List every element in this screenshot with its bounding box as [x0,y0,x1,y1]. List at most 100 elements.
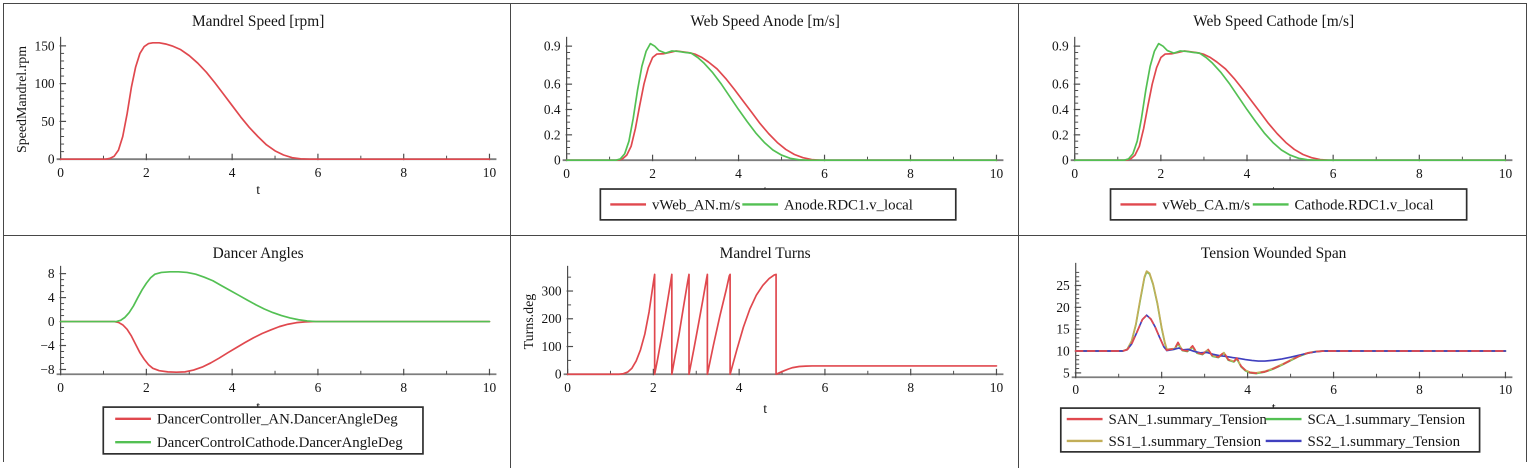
x-tick-label: 4 [1243,166,1250,181]
legend-box [1059,407,1481,453]
y-tick-label: 0.4 [1052,102,1069,117]
y-tick-label: 0.2 [544,127,561,142]
y-tick-label: 0.4 [544,102,561,117]
x-tick-label: 2 [143,165,150,180]
x-tick-label: 6 [315,380,322,395]
x-axis-label: t [256,183,260,198]
chart-title: Web Speed Cathode [m/s] [1193,13,1354,30]
x-tick-label: 0 [57,165,64,180]
x-tick-label: 6 [822,166,829,181]
y-tick-label: 0 [48,152,55,167]
x-tick-label: 6 [822,380,829,395]
y-tick-label: 10 [1056,343,1070,358]
x-tick-label: 10 [990,166,1004,181]
x-tick-label: 4 [736,166,743,181]
chart-title: Mandrel Turns [720,245,811,262]
series-SAN_1.summary_Tension [1074,314,1506,374]
series-SpeedMandrel.rpm [59,41,491,161]
x-tick-label: 10 [990,380,1004,395]
y-tick-label: 0.2 [1052,127,1069,142]
y-tick-label: 0.9 [1052,39,1069,54]
x-tick-label: 10 [483,165,497,180]
legend-label: SAN_1.summary_Tension [1108,412,1267,428]
x-tick-label: 4 [229,380,236,395]
y-tick-label: 0.6 [544,77,561,92]
series-Cathode.RDC1.v_local [1073,42,1506,162]
legend-label: vWeb_AN.m/s [652,197,741,213]
x-tick-label: 8 [1416,382,1423,397]
y-tick-label: 8 [48,266,55,281]
legend-box [599,188,957,221]
x-tick-label: 8 [1416,166,1423,181]
x-tick-label: 2 [143,380,150,395]
y-tick-label: 200 [542,311,562,326]
x-axis-label: t [764,402,768,417]
x-tick-label: 4 [736,380,743,395]
y-tick-label: 300 [542,283,562,298]
y-tick-label: 4 [48,290,55,305]
y-tick-label: 100 [542,339,562,354]
y-tick-label: 0 [48,314,55,329]
series-vWeb_AN.m/s [566,50,998,162]
series-vWeb_CA.m/s [1073,50,1506,162]
x-tick-label: 0 [1072,382,1079,397]
cell-web-speed-cathode: 0 2 4 6 8 10 0 0.2 0.4 0.6 0.9 Web Speed Cathode [m… [1018,4,1526,236]
cell-mandrel-turns: 0 2 4 6 8 10 0 100 200 300 Mandrel Turns Turns.deg t [511,235,1019,468]
series-DancerControlCathode.DancerAngleDeg [59,270,491,323]
cell-mandrel-speed: 0 2 4 6 8 10 0 50 100 150 Mandrel Speed [rpm] Speed… [4,4,512,236]
legend-label: SS2_1.summary_Tension [1307,434,1460,450]
y-axis-label: Turns.deg [522,294,537,350]
y-tick-label: 0 [554,153,561,168]
x-tick-label: 10 [483,380,497,395]
x-tick-label: 4 [1244,382,1251,397]
y-tick-label: 15 [1056,321,1070,336]
y-tick-label: 0 [1062,153,1069,168]
x-tick-label: 2 [650,166,657,181]
x-tick-label: 2 [1158,382,1165,397]
series-DancerController_AN.DancerAngleDeg [59,320,491,373]
y-tick-label: 25 [1056,278,1070,293]
x-tick-label: 4 [229,165,236,180]
x-tick-label: 2 [650,380,657,395]
x-tick-label: 8 [400,165,407,180]
panel-web-speed-anode: 0 2 4 6 8 10 0 0.2 0.4 0.6 0.9 Web Speed Anode [m/s… [544,13,1004,221]
legend-label: DancerController_AN.DancerAngleDeg [157,412,398,428]
y-axis-label: SpeedMandrel.rpm [15,46,30,153]
series-SS2_1.summary_Tension [1074,314,1506,362]
chart-title: Web Speed Anode [m/s] [691,13,841,30]
x-tick-label: 10 [1498,166,1512,181]
chart-title: Mandrel Speed [rpm] [192,13,324,30]
plot-grid: 0 2 4 6 8 10 0 50 100 150 Mandrel Speed [rpm] Speed… [3,3,1527,468]
x-tick-label: 8 [907,166,914,181]
x-tick-label: 6 [1330,382,1337,397]
y-tick-label: −8 [40,362,55,377]
legend-label: vWeb_CA.m/s [1162,197,1250,213]
legend-label: Anode.RDC1.v_local [784,197,913,213]
y-tick-label: 100 [35,76,55,91]
x-tick-label: 0 [565,380,572,395]
x-tick-label: 2 [1157,166,1164,181]
x-tick-label: 8 [908,380,915,395]
legend-label: SS1_1.summary_Tension [1108,434,1261,450]
y-tick-label: 5 [1063,365,1070,380]
y-tick-label: −4 [40,338,55,353]
legend-label: SCA_1.summary_Tension [1307,412,1465,428]
x-tick-label: 0 [57,380,64,395]
cell-web-speed-anode: 0 2 4 6 8 10 0 0.2 0.4 0.6 0.9 Web Speed Anode [m/s… [511,4,1019,236]
legend-label: Cathode.RDC1.v_local [1294,197,1433,213]
legend-box [102,406,424,455]
x-tick-label: 0 [564,166,571,181]
y-tick-label: 0.9 [544,39,561,54]
x-tick-label: 10 [1498,382,1512,397]
y-tick-label: 150 [35,38,55,53]
y-tick-label: 50 [41,114,55,129]
legend-label: DancerControlCathode.DancerAngleDeg [157,435,403,451]
chart-title: Dancer Angles [213,245,304,262]
x-tick-label: 6 [1329,166,1336,181]
x-tick-label: 6 [315,165,322,180]
